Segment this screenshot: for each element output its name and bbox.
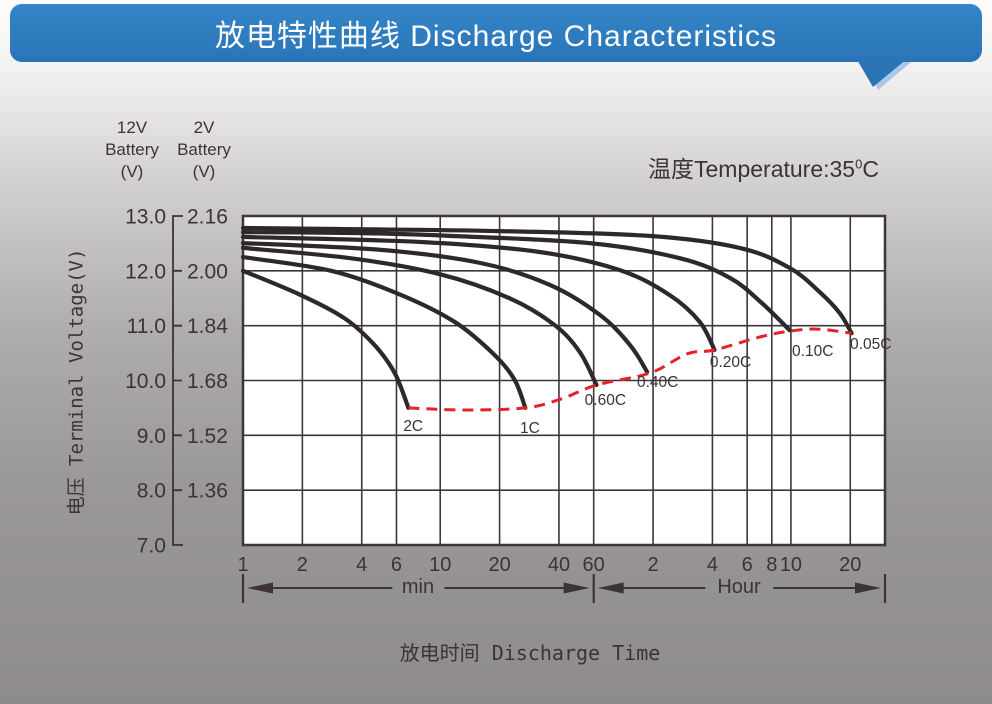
x-tick-label-min: 6 <box>391 554 402 576</box>
curve-label-1C: 1C <box>520 420 540 437</box>
x-tick-label-min: 40 <box>548 554 570 576</box>
curve-label-0.40C: 0.40C <box>637 374 678 391</box>
discharge-curves <box>240 225 854 410</box>
discharge-curve-0.40C <box>240 241 650 374</box>
x-tick-label-min: 2 <box>297 554 308 576</box>
discharge-curve-0.10C <box>240 230 792 333</box>
y-tick-label-2v: 2.16 <box>187 206 228 229</box>
y-tick-label-12v: 11.0 <box>127 315 166 338</box>
discharge-curve-1C <box>240 255 528 410</box>
curve-label-0.60C: 0.60C <box>585 392 626 409</box>
x-tick-label-min: 10 <box>429 554 451 576</box>
y-tick-label-12v: 9.0 <box>137 425 166 448</box>
x-tick-label-hour: 4 <box>707 554 718 576</box>
x-tick-label-hour: 8 <box>766 554 777 576</box>
page-title: 放电特性曲线 Discharge Characteristics <box>214 20 778 53</box>
curve-label-0.10C: 0.10C <box>792 343 833 360</box>
y-axis-bracket <box>172 215 183 546</box>
x-tick-label-min: 20 <box>488 554 510 576</box>
header-tail-icon <box>856 58 916 90</box>
x-tick-label-hour: 10 <box>780 554 802 576</box>
y-tick-label-2v: 1.52 <box>187 425 228 448</box>
x-tick-label-min: 60 <box>583 554 605 576</box>
arrowhead-icon <box>247 582 273 594</box>
range-arrows <box>241 574 887 603</box>
y-axis-12v-header: 12V Battery (V) <box>105 118 159 181</box>
x-tick-label-hour: 2 <box>647 554 658 576</box>
discharge-curve-0.20C <box>240 234 717 353</box>
temperature-label: 温度Temperature:350C <box>648 156 879 182</box>
arrowhead-icon <box>563 582 590 594</box>
y-tick-label-2v: 1.36 <box>187 480 228 503</box>
y-tick-label-12v: 13.0 <box>125 206 166 229</box>
discharge-curve-0.05C <box>240 225 854 336</box>
y-tick-label-2v: 1.84 <box>187 315 228 338</box>
plot-border <box>241 214 887 547</box>
curve-label-2C: 2C <box>403 418 423 435</box>
x-tick-labels: 1 2 4 6 10 20 40 60 2 4 6 8 10 20 <box>237 554 861 576</box>
discharge-curve-2C <box>240 268 411 410</box>
cutoff-envelope-line <box>408 327 852 412</box>
y-tick-label-12v: 8.0 <box>137 480 166 503</box>
curve-label-0.20C: 0.20C <box>710 354 751 371</box>
x-tick-label-min: 4 <box>356 554 367 576</box>
discharge-curve-0.60C <box>240 245 599 388</box>
y-tick-label-12v: 10.0 <box>125 370 166 393</box>
arrowhead-icon <box>597 582 624 594</box>
x-tick-label-min: 1 <box>237 554 248 576</box>
hour-range-label: Hour <box>717 576 761 598</box>
y-tick-label-12v: 12.0 <box>125 260 166 283</box>
arrowhead-icon <box>855 582 881 594</box>
y-tick-labels: 13.0 12.0 11.0 10.0 9.0 8.0 7.0 2.16 2.00 1.84 1.6… <box>125 206 228 558</box>
x-tick-label-hour: 6 <box>742 554 753 576</box>
y-tick-label-2v: 2.00 <box>187 260 228 283</box>
min-range-label: min <box>401 576 435 598</box>
discharge-time-axis-title: 放电时间 Discharge Time <box>399 641 661 665</box>
header-banner: 放电特性曲线 Discharge Characteristics <box>10 4 982 62</box>
curve-label-0.05C: 0.05C <box>850 336 891 353</box>
y-tick-label-2v: 1.68 <box>187 370 228 393</box>
terminal-voltage-axis-title: 电压 Terminal Voltage(V) <box>65 248 88 516</box>
curve-labels: 0.05C 0.10C 0.20C 0.40C 0.60C 1C 2C <box>403 336 891 437</box>
y-axis-2v-header: 2V Battery (V) <box>177 118 231 181</box>
y-tick-label-12v: 7.0 <box>137 535 166 558</box>
x-tick-label-hour: 20 <box>839 554 861 576</box>
